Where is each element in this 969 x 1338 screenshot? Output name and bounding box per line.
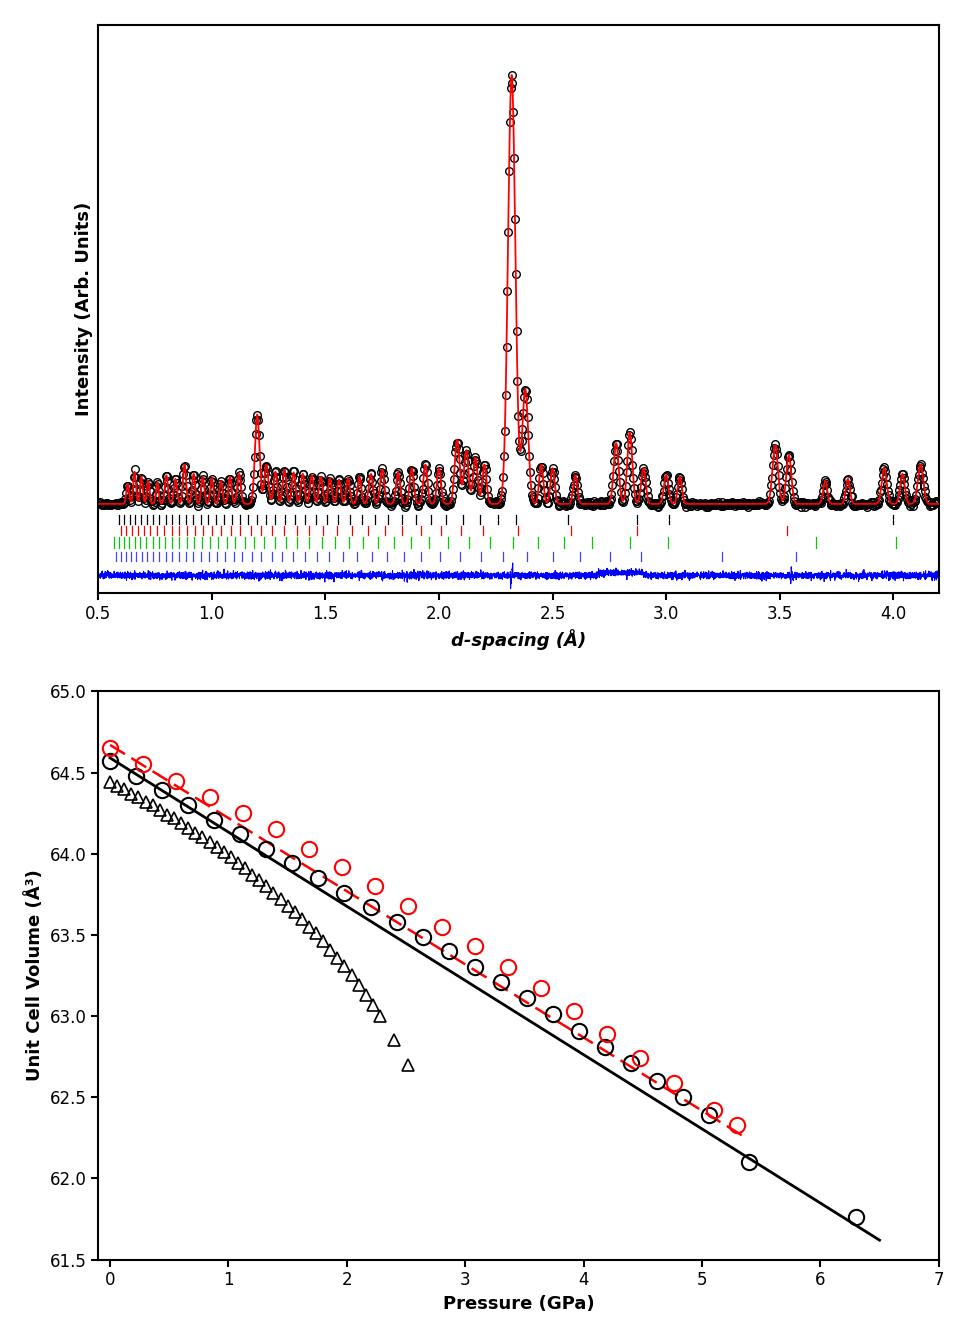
X-axis label: Pressure (GPa): Pressure (GPa) <box>443 1295 594 1313</box>
Y-axis label: Unit Cell Volume (Å³): Unit Cell Volume (Å³) <box>25 870 44 1081</box>
Y-axis label: Intensity (Arb. Units): Intensity (Arb. Units) <box>75 202 93 416</box>
X-axis label: d-spacing (Å): d-spacing (Å) <box>451 629 586 650</box>
